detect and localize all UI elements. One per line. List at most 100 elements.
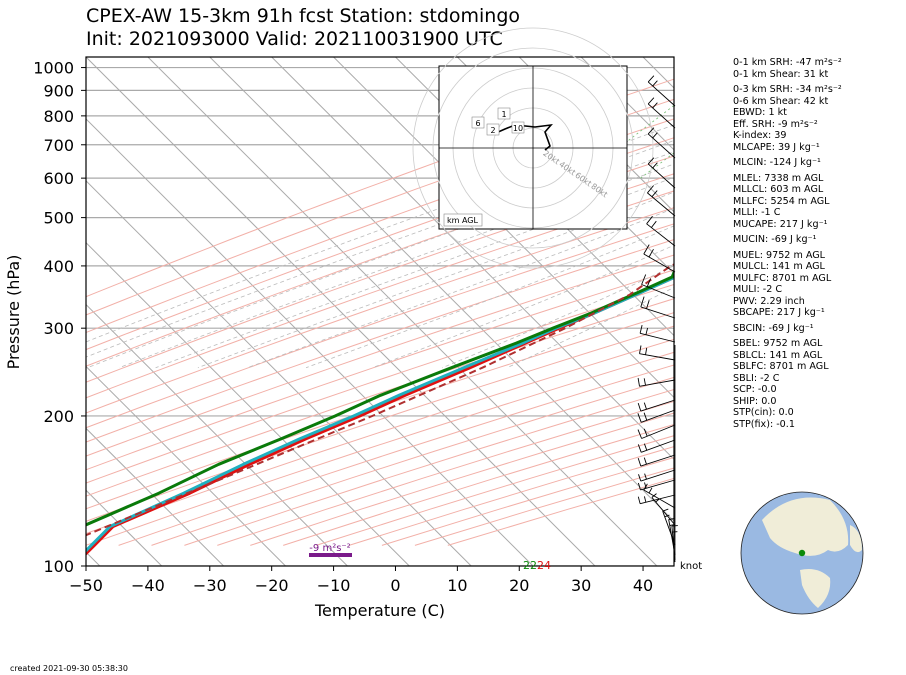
wind-barb-flag (647, 97, 655, 105)
wind-barb-flag (668, 518, 675, 520)
index-line: SBCAPE: 217 J kg⁻¹ (733, 307, 825, 318)
wind-barb (639, 353, 676, 361)
hodograph-ring (412, 27, 654, 269)
dry-adiabat (86, 254, 674, 457)
wind-barb-flag (637, 444, 642, 453)
created-timestamp: created 2021-09-30 05:38:30 (10, 664, 128, 673)
wind-barb-flag (651, 493, 657, 498)
x-tick-label: −40 (131, 576, 165, 595)
wind-barb-flag (640, 296, 645, 308)
index-line: SCP: -0.0 (733, 384, 777, 395)
wind-barb-flag (647, 185, 654, 194)
wind-barb-flag (639, 345, 642, 354)
isotherm (209, 57, 674, 522)
wind-barb-flag (637, 413, 642, 423)
wind-barb (647, 192, 676, 217)
index-line: MUCAPE: 217 J kg⁻¹ (733, 218, 828, 230)
wind-barb-flag (664, 514, 670, 518)
dry-adiabat (86, 283, 674, 484)
index-line: MULCL: 141 m AGL (733, 261, 825, 272)
wind-barb-flag (648, 487, 653, 494)
wind-barb-flag (652, 80, 658, 87)
wind-barb-flag (643, 496, 647, 503)
dry-adiabat (86, 338, 674, 535)
height-label-box (497, 107, 511, 120)
wind-barb-flag (645, 327, 649, 335)
y-tick-label: 600 (43, 169, 74, 188)
wind-barb-flag (639, 324, 643, 334)
wind-barb (641, 424, 676, 439)
height-label: 1 (501, 110, 506, 119)
wind-barb-flag (644, 473, 647, 480)
height-label: 2 (490, 126, 495, 135)
dry-adiabat (86, 351, 674, 546)
mixing-ratio-line (864, 57, 906, 178)
wind-barb-flag (655, 498, 660, 503)
index-line: SBEL: 9752 m AGL (733, 338, 823, 349)
wind-barbs (637, 75, 678, 563)
index-line: MUEL: 9752 m AGL (733, 249, 826, 261)
wind-barb-flag (647, 157, 655, 165)
index-line: SBLCL: 141 m AGL (733, 349, 823, 361)
x-tick-label: 20 (509, 576, 529, 595)
y-tick-label: 200 (43, 407, 74, 426)
index-line: SBCIN: -69 J kg⁻¹ (733, 322, 814, 334)
chart-subtitle: Init: 2021093000 Valid: 202110031900 UTC (86, 28, 503, 50)
index-line: EBWD: 1 kt (733, 107, 787, 118)
height-label: 10 (513, 124, 523, 133)
wind-barb-flag (643, 457, 647, 465)
isotherm (271, 57, 674, 461)
wind-barb-flag (669, 524, 675, 526)
globe-map (740, 491, 864, 615)
wind-barb-flag (644, 482, 647, 489)
isotherm (86, 180, 472, 566)
profile-line-1 (86, 275, 674, 553)
index-line: STP(fix): -0.1 (733, 418, 795, 430)
wind-barb-flag (643, 402, 647, 410)
dry-adiabat (86, 173, 674, 383)
isotherm (86, 427, 224, 566)
station-marker (798, 549, 806, 557)
index-line: 0-1 km Shear: 31 kt (733, 68, 829, 80)
wind-barb-flag (637, 457, 642, 467)
wind-barb-flag (651, 190, 658, 197)
wind-barb-flag (643, 412, 648, 421)
index-line: MULI: -2 C (733, 284, 783, 295)
wind-barb-flag (647, 127, 655, 135)
wind-barb-flag (671, 525, 678, 527)
wind-barb-flag (643, 483, 648, 491)
dry-adiabat (86, 98, 674, 316)
mixing-ratio-line (902, 57, 906, 178)
dry-adiabat (86, 223, 674, 429)
y-tick-label: 800 (43, 107, 74, 126)
wind-barb-flag (637, 377, 640, 387)
dry-adiabat (86, 78, 674, 298)
index-line: MLEL: 7338 m AGL (733, 172, 824, 184)
wind-barb (646, 223, 676, 247)
dry-adiabat (86, 325, 674, 522)
y-axis-label: Pressure (hPa) (4, 255, 23, 370)
surface-temp-label: 24 (537, 559, 551, 572)
wind-barb (641, 439, 676, 453)
height-label-box (486, 123, 500, 136)
wind-barb-flag (637, 496, 641, 504)
wind-barb (647, 103, 676, 129)
wind-barb-flag (648, 248, 654, 258)
isotherm (86, 303, 348, 566)
wind-barb-flag (662, 508, 669, 512)
y-tick-label: 100 (43, 557, 74, 576)
moist-adiabat (86, 124, 674, 343)
profile-line-0 (86, 275, 674, 556)
wind-barb (639, 379, 676, 387)
wind-barb-flag (645, 347, 648, 355)
index-line: MLLFC: 5254 m AGL (733, 195, 830, 207)
index-line: MUCIN: -69 J kg⁻¹ (733, 234, 817, 245)
isotherm (86, 489, 163, 566)
wind-barb-flag (643, 428, 648, 437)
index-line: 0-6 km Shear: 42 kt (733, 95, 829, 107)
wind-barb (640, 454, 676, 467)
x-tick-label: −10 (317, 576, 351, 595)
km-agl-label: km AGL (447, 216, 479, 225)
